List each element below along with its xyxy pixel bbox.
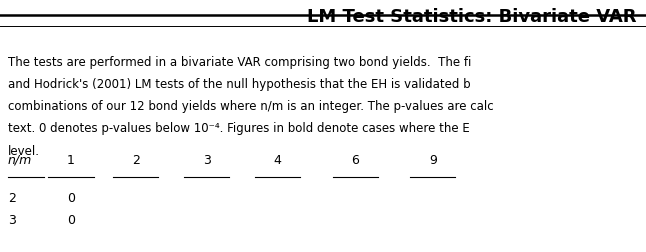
Text: 2: 2: [8, 191, 16, 204]
Text: LM Test Statistics: Bivariate VAR: LM Test Statistics: Bivariate VAR: [307, 8, 636, 25]
Text: n/m: n/m: [8, 153, 32, 166]
Text: and Hodrick's (2001) LM tests of the null hypothesis that the EH is validated b: and Hodrick's (2001) LM tests of the nul…: [8, 78, 470, 90]
Text: 3: 3: [8, 213, 16, 226]
Text: 1: 1: [67, 153, 75, 166]
Text: level.: level.: [8, 144, 40, 157]
Text: 3: 3: [203, 153, 211, 166]
Text: 9: 9: [429, 153, 437, 166]
Text: 0: 0: [67, 213, 75, 226]
Text: combinations of our 12 bond yields where n/m is an integer. The p-values are cal: combinations of our 12 bond yields where…: [8, 100, 494, 113]
Text: The tests are performed in a bivariate VAR comprising two bond yields.  The fi: The tests are performed in a bivariate V…: [8, 55, 471, 68]
Text: 2: 2: [132, 153, 140, 166]
Text: 6: 6: [351, 153, 359, 166]
Text: 0: 0: [67, 191, 75, 204]
Text: 4: 4: [274, 153, 282, 166]
Text: text. 0 denotes p-values below 10⁻⁴. Figures in bold denote cases where the E: text. 0 denotes p-values below 10⁻⁴. Fig…: [8, 122, 470, 135]
